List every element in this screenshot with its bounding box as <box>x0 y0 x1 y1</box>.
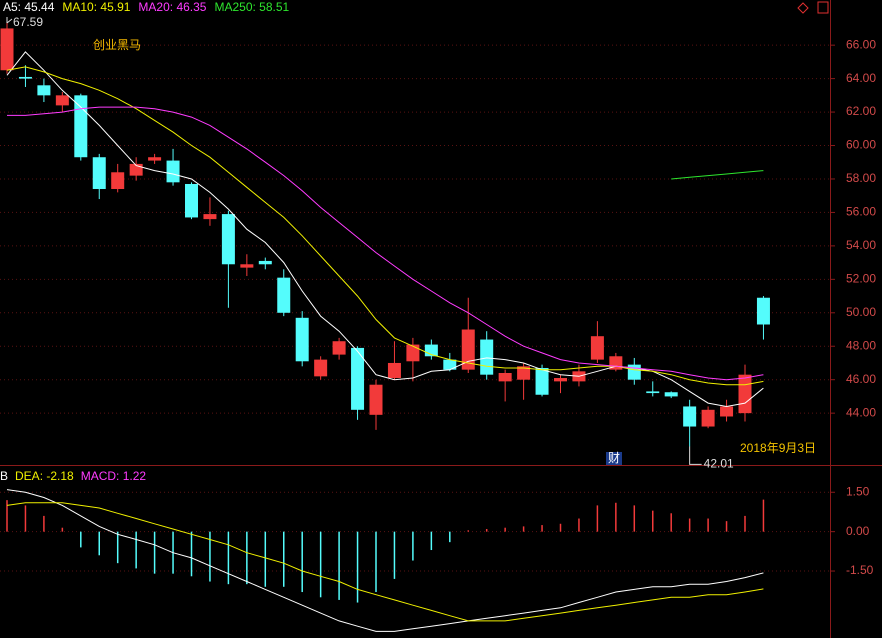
candle-body <box>461 329 475 370</box>
candle-body <box>295 317 309 362</box>
candle-body <box>738 374 752 414</box>
line-series <box>6 489 764 632</box>
y-tick-label: 46.00 <box>846 372 876 386</box>
candle-body <box>74 95 88 158</box>
y-tick-label: 60.00 <box>846 138 876 152</box>
candle-body <box>480 339 494 375</box>
y-tick-label: 62.00 <box>846 104 876 118</box>
candle-body <box>314 359 328 377</box>
y-tick-label: 58.00 <box>846 171 876 185</box>
candle-body <box>701 409 715 427</box>
line-series <box>671 170 764 180</box>
candle-body <box>277 277 291 313</box>
y-tick-label: 66.00 <box>846 37 876 51</box>
min-pointer <box>689 446 702 465</box>
legend-label: MA250: 58.51 <box>214 0 289 14</box>
y-tick-label: 54.00 <box>846 238 876 252</box>
candle-body <box>443 359 457 370</box>
candle-body <box>498 373 512 382</box>
icon-diamond[interactable] <box>797 2 809 14</box>
candle-body <box>369 384 383 415</box>
candle-body <box>332 341 346 355</box>
candle-body <box>554 378 567 382</box>
marker-label: 财 <box>608 451 620 465</box>
candle-body <box>129 163 143 176</box>
candle-body <box>517 366 531 380</box>
y-tick-label: 0.00 <box>846 524 870 538</box>
candle-body <box>387 362 401 379</box>
candle-body <box>111 172 125 190</box>
candle-body <box>683 406 697 427</box>
y-tick-label: 48.00 <box>846 338 876 352</box>
candle-body <box>240 264 254 268</box>
candle-body <box>55 95 69 106</box>
y-tick-label: 56.00 <box>846 205 876 219</box>
max-label: 67.59 <box>13 15 43 29</box>
candle-body <box>351 347 365 410</box>
max-pointer <box>6 17 13 24</box>
legend-label: DEA: -2.18 <box>15 469 74 483</box>
candle-body <box>590 336 604 360</box>
legend-label: MA10: 45.91 <box>62 0 130 14</box>
candle-body <box>756 297 770 325</box>
legend-label: MACD: 1.22 <box>81 469 147 483</box>
candle-body <box>221 214 235 265</box>
line-series <box>7 106 764 381</box>
candle-body <box>258 260 272 265</box>
candle-body <box>424 344 438 357</box>
candle-body <box>37 85 51 96</box>
legend-label: MA20: 46.35 <box>138 0 206 14</box>
line-series <box>6 502 764 622</box>
y-tick-label: -1.50 <box>846 563 874 577</box>
candle-body <box>627 364 641 380</box>
y-tick-label: 1.50 <box>846 484 870 498</box>
candle-body <box>18 76 32 79</box>
candle-body <box>203 214 217 220</box>
candle-body <box>92 157 106 190</box>
min-label: 42.01 <box>704 457 734 471</box>
candle-body <box>720 406 734 417</box>
candle-body <box>148 157 162 161</box>
y-tick-label: 44.00 <box>846 405 876 419</box>
candle-body <box>185 183 198 218</box>
annotation: 2018年9月3日 <box>740 441 816 455</box>
candle-body <box>646 391 660 394</box>
y-tick-label: 50.00 <box>846 305 876 319</box>
candle-body <box>664 392 678 397</box>
y-tick-label: 64.00 <box>846 71 876 85</box>
marker-box <box>606 452 622 465</box>
y-tick-label: 52.00 <box>846 272 876 286</box>
candle-body <box>0 28 14 71</box>
chart-title: 创业黑马 <box>93 38 141 52</box>
candle-body <box>535 367 549 395</box>
candle-body <box>166 160 180 183</box>
candle-body <box>406 344 420 362</box>
legend-label: A5: 45.44 <box>3 0 55 14</box>
icon-window[interactable] <box>817 1 829 14</box>
legend-label: B <box>0 469 8 483</box>
